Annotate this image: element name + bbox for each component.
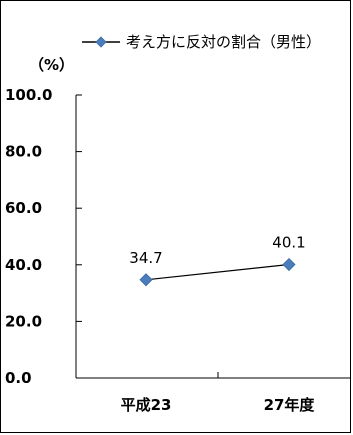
y-tick-label: 100.0: [5, 86, 52, 104]
y-ticks: 100.0 80.0 60.0 40.0 20.0 0.0: [5, 86, 82, 387]
legend: 考え方に反対の割合（男性）: [82, 33, 321, 51]
series-line: 34.7 40.1: [129, 234, 306, 287]
legend-marker: [95, 36, 107, 48]
data-label: 40.1: [272, 234, 305, 252]
y-tick-label: 40.0: [5, 256, 42, 274]
data-label: 34.7: [129, 249, 162, 267]
y-axis-unit: （%）: [29, 56, 74, 74]
series-path: [145, 263, 290, 281]
y-tick-label: 80.0: [5, 143, 42, 161]
y-tick-label: 20.0: [5, 312, 42, 330]
y-tick-label: 0.0: [5, 369, 32, 387]
x-tick-label: 27年度: [264, 396, 316, 414]
legend-label: 考え方に反対の割合（男性）: [126, 33, 321, 51]
data-point-marker: [282, 257, 296, 272]
x-tick-label: 平成23: [121, 396, 172, 414]
y-tick-label: 60.0: [5, 199, 42, 217]
data-point-marker: [139, 273, 153, 287]
